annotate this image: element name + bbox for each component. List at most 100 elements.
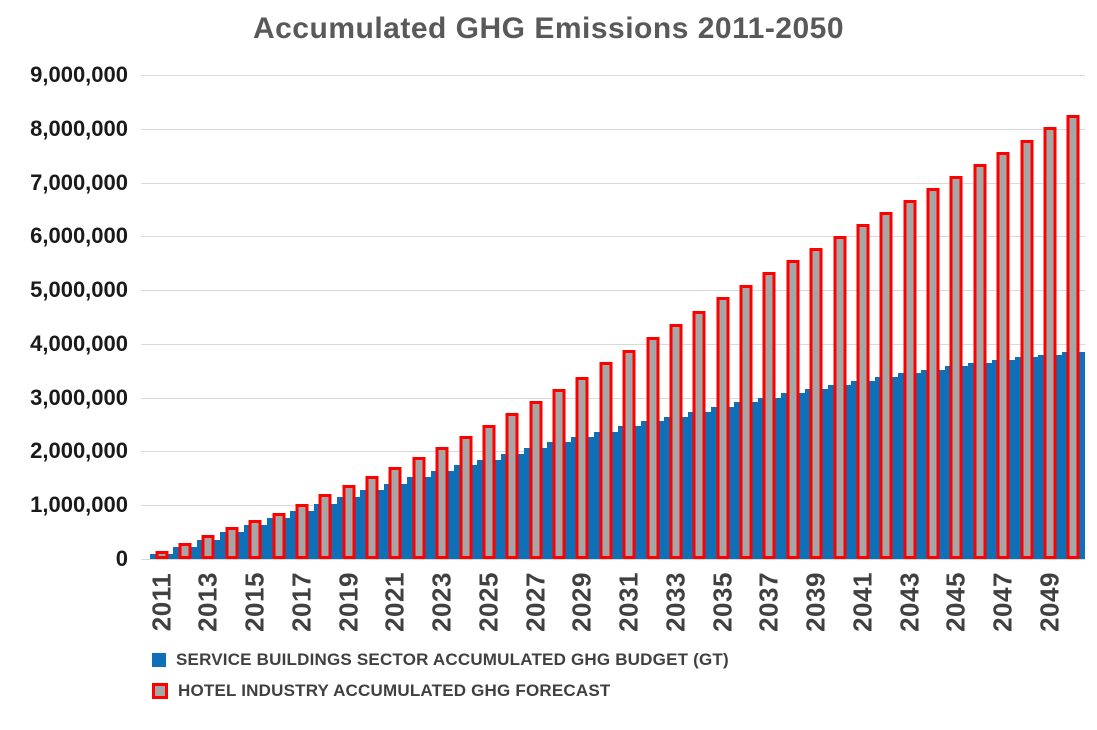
- x-axis-tick-label: 2019: [333, 572, 364, 632]
- x-axis-tick-slot: 2029: [567, 567, 597, 637]
- x-axis-tick-slot: 2037: [754, 567, 784, 637]
- bar-hotel-forecast: [412, 456, 426, 559]
- bar-hotel-forecast: [552, 389, 566, 559]
- bar-hotel-forecast: [529, 400, 543, 559]
- x-axis-tick-slot: 2021: [380, 567, 410, 637]
- x-axis-tick-label: 2041: [847, 572, 878, 632]
- y-axis-tick-label: 7,000,000: [30, 169, 128, 195]
- x-axis-tick-label: 2039: [800, 572, 831, 632]
- bar-hotel-forecast: [599, 362, 613, 559]
- bar-hotel-forecast: [903, 199, 917, 559]
- x-axis-labels: 2011 2013 2015 2017 2019 2021 2023 2025 2027 2029…: [146, 567, 1085, 637]
- x-axis-tick-slot: 2041: [847, 567, 877, 637]
- bar-hotel-forecast: [739, 284, 753, 559]
- x-axis-tick-label: 2021: [379, 572, 410, 632]
- bar-hotel-forecast: [786, 260, 800, 559]
- x-axis-tick-label: 2025: [473, 572, 504, 632]
- x-axis-tick-label: 2015: [239, 572, 270, 632]
- x-axis-tick-label: 2013: [192, 572, 223, 632]
- y-axis-tick-label: 4,000,000: [30, 330, 128, 356]
- gridline: [141, 182, 1085, 184]
- y-axis-tick-label: 6,000,000: [30, 223, 128, 249]
- gridline: [141, 75, 1085, 76]
- bar-hotel-forecast: [1043, 127, 1057, 559]
- x-axis-tick-slot: 2027: [520, 567, 550, 637]
- x-axis-tick-slot: 2039: [801, 567, 831, 637]
- legend: SERVICE BUILDINGS SECTOR ACCUMULATED GHG…: [152, 650, 729, 712]
- bar-hotel-forecast: [762, 272, 776, 559]
- legend-label-forecast: HOTEL INDUSTRY ACCUMULATED GHG FORECAST: [178, 681, 611, 700]
- x-axis-tick-label: 2045: [940, 572, 971, 632]
- y-axis-tick-label: 9,000,000: [30, 62, 128, 87]
- x-axis-tick-label: 2047: [987, 572, 1018, 632]
- x-axis-tick-label: 2031: [613, 572, 644, 632]
- bar-hotel-forecast: [272, 512, 286, 559]
- bar-hotel-forecast: [318, 494, 332, 559]
- x-axis-tick-slot: 2013: [193, 567, 223, 637]
- bar-hotel-forecast: [388, 466, 402, 559]
- y-axis-tick-label: 8,000,000: [30, 115, 128, 141]
- x-axis-tick-slot: 2033: [660, 567, 690, 637]
- x-axis-tick-slot: 2047: [988, 567, 1018, 637]
- bar-hotel-forecast: [973, 163, 987, 559]
- bar-hotel-forecast: [155, 551, 169, 559]
- x-axis-tick-slot: 2019: [333, 567, 363, 637]
- y-axis-tick-label: 3,000,000: [30, 384, 128, 410]
- x-axis-tick-slot: 2015: [240, 567, 270, 637]
- gridline: [141, 128, 1085, 130]
- x-axis-tick-slot: 2031: [614, 567, 644, 637]
- red-outlined-square-legend-marker-icon: [152, 683, 168, 699]
- bar-hotel-forecast: [178, 543, 192, 559]
- bar-hotel-forecast: [669, 324, 683, 559]
- bar-hotel-forecast: [879, 212, 893, 559]
- gridline: [141, 559, 1085, 560]
- bar-hotel-forecast: [716, 297, 730, 559]
- bar-hotel-forecast: [646, 336, 660, 559]
- bar-hotel-forecast: [622, 349, 636, 559]
- gridline: [141, 290, 1085, 292]
- x-axis-tick-label: 2023: [426, 572, 457, 632]
- chart-title: Accumulated GHG Emissions 2011-2050: [252, 12, 845, 45]
- bar-hotel-forecast: [833, 235, 847, 559]
- x-axis-tick-label: 2017: [286, 572, 317, 632]
- y-axis-labels: 9,000,000 8,000,000 7,000,000 6,000,000 5,00…: [0, 63, 132, 571]
- blue-square-legend-marker-icon: [152, 653, 166, 667]
- bar-hotel-forecast: [809, 248, 823, 559]
- bar-hotel-forecast: [505, 412, 519, 559]
- bar-hotel-forecast: [435, 446, 449, 559]
- x-axis-tick-slot: 2017: [286, 567, 316, 637]
- x-axis-tick-label: 2049: [1034, 572, 1065, 632]
- x-axis-tick-slot: 2023: [427, 567, 457, 637]
- bar-hotel-forecast: [365, 476, 379, 559]
- bar-hotel-forecast: [342, 485, 356, 559]
- x-axis-tick-label: 2029: [566, 572, 597, 632]
- gridline: [141, 236, 1085, 238]
- bar-hotel-forecast: [575, 376, 589, 559]
- bar-hotel-forecast: [201, 534, 215, 559]
- plot-area: [141, 75, 1085, 560]
- y-axis-tick-label: 1,000,000: [30, 492, 128, 518]
- x-axis-tick-slot: 2035: [707, 567, 737, 637]
- x-axis-tick-slot: 2025: [473, 567, 503, 637]
- bar-hotel-forecast: [248, 520, 262, 559]
- x-axis-tick-label: 2027: [520, 572, 551, 632]
- x-axis-tick-slot: 2011: [146, 567, 176, 637]
- x-axis-tick-label: 2011: [146, 572, 177, 632]
- bar-hotel-forecast: [225, 527, 239, 559]
- x-axis-tick-label: 2043: [894, 572, 925, 632]
- y-axis-tick-label: 0: [115, 546, 128, 571]
- gridline: [141, 343, 1085, 345]
- gridline: [141, 397, 1085, 399]
- legend-label-budget: SERVICE BUILDINGS SECTOR ACCUMULATED GHG…: [176, 650, 729, 669]
- legend-item-budget: SERVICE BUILDINGS SECTOR ACCUMULATED GHG…: [152, 650, 729, 670]
- y-axis-tick-label: 2,000,000: [30, 438, 128, 464]
- bar-hotel-forecast: [295, 503, 309, 559]
- x-axis-tick-slot: 2043: [894, 567, 924, 637]
- bar-hotel-forecast: [1066, 115, 1080, 559]
- x-axis-tick-label: 2033: [660, 572, 691, 632]
- x-axis-tick-label: 2035: [707, 572, 738, 632]
- x-axis-tick-label: 2037: [753, 572, 784, 632]
- bar-hotel-forecast: [949, 176, 963, 559]
- legend-item-forecast: HOTEL INDUSTRY ACCUMULATED GHG FORECAST: [152, 681, 729, 701]
